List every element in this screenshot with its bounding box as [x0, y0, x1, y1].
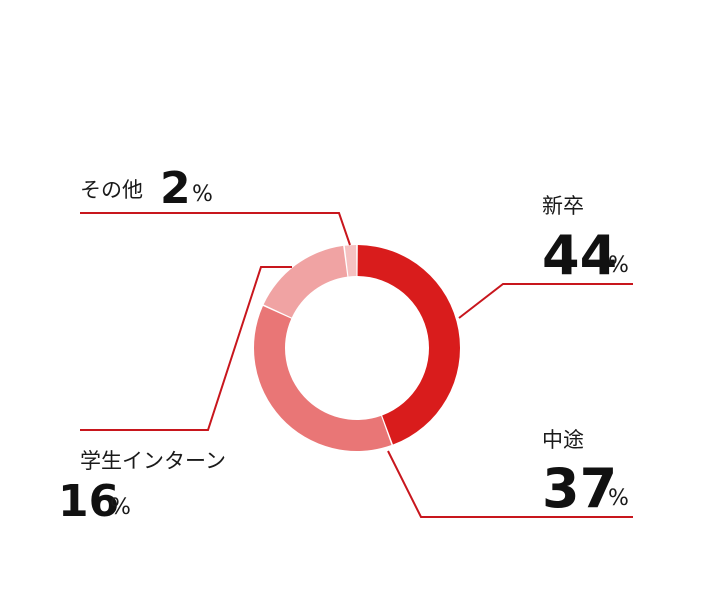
value-label-4: 2: [160, 163, 191, 214]
category-label-2: 中途: [542, 428, 584, 452]
slice-3: [263, 245, 348, 318]
slice-4: [344, 245, 357, 277]
value-label-2: 37: [542, 457, 617, 520]
slice-labels: 新卒 44% 中途 37% 学生インターン 16% その他 2%: [58, 163, 629, 527]
category-label-1: 新卒: [542, 194, 584, 218]
category-label-4: その他: [80, 178, 143, 202]
unit-label-1: %: [608, 253, 629, 278]
unit-label-4: %: [192, 182, 213, 207]
value-label-3: 16: [58, 476, 119, 527]
leader-line-1: [458, 283, 633, 319]
donut-slices: [254, 245, 460, 451]
leader-line-2: [387, 450, 633, 518]
slice-1: [357, 245, 460, 445]
unit-label-3: %: [110, 495, 131, 520]
leader-line-3: [80, 266, 292, 431]
category-label-3: 学生インターン: [80, 449, 226, 473]
unit-label-2: %: [608, 486, 629, 511]
slice-2: [254, 305, 392, 451]
leader-line-4: [80, 212, 351, 246]
leader-lines: [80, 212, 633, 518]
value-label-1: 44: [542, 224, 617, 287]
